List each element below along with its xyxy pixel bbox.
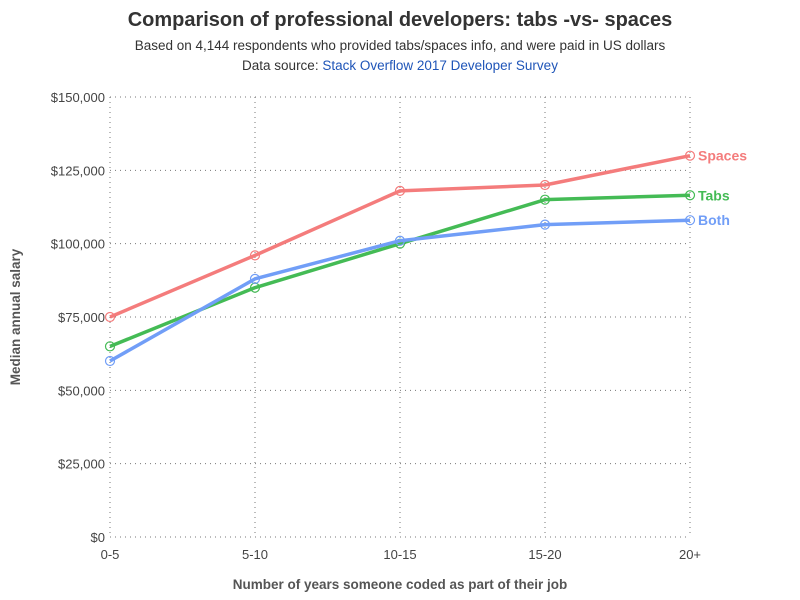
chart-subtitle: Based on 4,144 respondents who provided … bbox=[134, 38, 666, 53]
series-label-tabs: Tabs bbox=[698, 187, 730, 203]
series-label-both: Both bbox=[698, 212, 730, 228]
data-point-spaces bbox=[104, 311, 116, 323]
y-tick-label: $75,000 bbox=[58, 310, 105, 325]
x-axis-ticks: 0-5 5-10 10-15 15-20 20+ bbox=[101, 547, 701, 562]
data-point-spaces bbox=[249, 250, 261, 261]
data-source-prefix: Data source: bbox=[242, 58, 323, 73]
x-tick-label: 5-10 bbox=[242, 547, 268, 562]
grid bbox=[109, 96, 691, 538]
y-tick-label: $100,000 bbox=[51, 237, 105, 252]
data-point-spaces bbox=[539, 179, 551, 191]
data-point-tabs bbox=[539, 194, 551, 205]
x-tick-label: 0-5 bbox=[101, 547, 120, 562]
data-source-link[interactable]: Stack Overflow 2017 Developer Survey bbox=[322, 58, 558, 73]
x-axis-label: Number of years someone coded as part of… bbox=[233, 577, 568, 592]
y-tick-label: $150,000 bbox=[51, 90, 105, 105]
x-tick-label: 20+ bbox=[679, 547, 701, 562]
data-point-spaces bbox=[684, 150, 696, 161]
data-point-spaces bbox=[394, 185, 406, 196]
y-axis-label: Median annual salary bbox=[8, 248, 23, 385]
series-line-spaces bbox=[109, 153, 691, 319]
series-lines: Spaces Tabs Both bbox=[104, 148, 747, 367]
x-tick-label: 10-15 bbox=[383, 547, 416, 562]
y-tick-label: $25,000 bbox=[58, 457, 105, 472]
y-tick-label: $125,000 bbox=[51, 163, 105, 178]
data-point-both bbox=[684, 215, 696, 226]
y-axis-ticks: $0 $25,000 $50,000 $75,000 $100,000 $125,000 $… bbox=[51, 90, 105, 545]
data-point-both bbox=[104, 355, 116, 367]
data-point-both bbox=[249, 273, 261, 284]
data-point-tabs bbox=[684, 190, 696, 201]
data-point-both bbox=[539, 219, 551, 230]
series-label-spaces: Spaces bbox=[698, 148, 747, 164]
series-line-both bbox=[109, 218, 691, 363]
data-point-both bbox=[394, 235, 406, 246]
y-tick-label: $0 bbox=[91, 530, 105, 545]
chart-title: Comparison of professional developers: t… bbox=[127, 9, 673, 31]
x-tick-label: 15-20 bbox=[528, 547, 561, 562]
y-tick-label: $50,000 bbox=[58, 383, 105, 398]
data-point-tabs bbox=[104, 341, 116, 352]
data-source: Data source: Stack Overflow 2017 Develop… bbox=[0, 58, 800, 73]
